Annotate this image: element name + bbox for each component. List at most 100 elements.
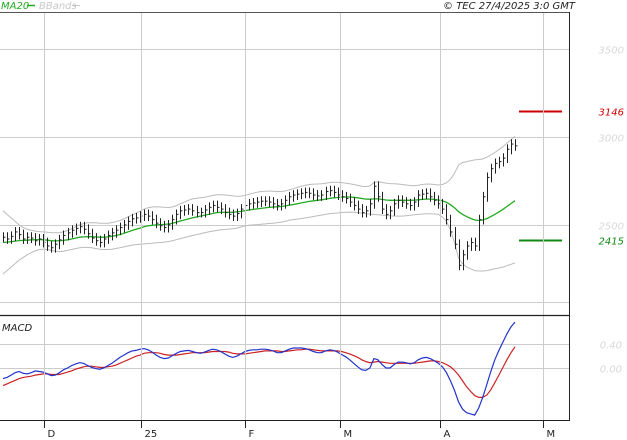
price-bar bbox=[515, 139, 518, 151]
price-bar bbox=[499, 156, 502, 169]
price-bar bbox=[503, 153, 506, 167]
price-bar bbox=[511, 139, 514, 155]
price-bar bbox=[483, 191, 486, 225]
price-bar bbox=[455, 227, 458, 250]
price-bar bbox=[80, 221, 83, 234]
price-bar bbox=[321, 190, 324, 201]
time-tick-label: 25 bbox=[145, 429, 158, 440]
price-bar bbox=[7, 232, 10, 244]
price-bar bbox=[277, 198, 280, 211]
price-bar bbox=[120, 222, 123, 236]
price-bar bbox=[108, 230, 111, 244]
price-bar bbox=[76, 223, 79, 236]
price-bar bbox=[394, 198, 397, 216]
price-bar bbox=[281, 198, 284, 211]
price-bar bbox=[450, 214, 453, 237]
price-bar bbox=[293, 190, 296, 202]
price-bar bbox=[116, 225, 119, 238]
price-bar bbox=[88, 224, 91, 239]
price-bar bbox=[402, 195, 405, 207]
copyright-timestamp: © TEC 27/4/2025 3:0 GMT bbox=[443, 1, 576, 12]
price-bar bbox=[225, 204, 228, 218]
price-bar bbox=[241, 204, 244, 219]
price-bar bbox=[366, 205, 369, 218]
price-bar bbox=[459, 239, 462, 271]
price-bar bbox=[27, 232, 30, 244]
price-bar bbox=[257, 197, 260, 208]
price-bar bbox=[192, 204, 195, 216]
price-bar bbox=[72, 225, 75, 238]
price-bar bbox=[31, 232, 34, 244]
price-bar bbox=[132, 213, 135, 227]
price-bar bbox=[273, 197, 276, 209]
price-panel-bg bbox=[0, 12, 570, 315]
price-bar bbox=[84, 221, 87, 235]
price-bar bbox=[313, 188, 316, 200]
price-bar bbox=[184, 205, 187, 216]
macd-axis-ticks: 0.40 0.00 bbox=[600, 341, 622, 376]
price-bar bbox=[362, 204, 365, 218]
price-tick-label: 3500 bbox=[599, 46, 624, 57]
macd-signal-line bbox=[2, 346, 516, 398]
price-bar bbox=[39, 234, 42, 246]
price-bar bbox=[285, 195, 288, 209]
price-bar bbox=[217, 200, 220, 213]
price-bar bbox=[237, 208, 240, 222]
bollinger-bands bbox=[2, 135, 516, 275]
time-tick-label: A bbox=[444, 429, 451, 440]
price-axis-ticks: 3500 3000 2500 bbox=[599, 46, 624, 233]
price-bar bbox=[398, 195, 401, 209]
resistance-level-label: 3146 bbox=[599, 108, 624, 119]
time-axis: D 25 F M A M bbox=[44, 12, 556, 440]
price-bar bbox=[265, 196, 268, 207]
price-grid bbox=[0, 49, 570, 303]
price-bar bbox=[346, 191, 349, 204]
price-bar bbox=[378, 181, 381, 202]
price-bar bbox=[334, 185, 337, 198]
legend-ma20: MA20 bbox=[1, 1, 29, 12]
price-bar bbox=[406, 197, 409, 209]
price-bar bbox=[487, 172, 490, 202]
price-bar bbox=[148, 209, 151, 222]
price-bar bbox=[253, 198, 256, 209]
price-bar bbox=[297, 189, 300, 200]
price-bar bbox=[160, 218, 163, 231]
price-bars bbox=[3, 139, 518, 271]
price-bar bbox=[144, 209, 147, 222]
price-bar bbox=[59, 234, 62, 250]
price-bar bbox=[463, 249, 466, 271]
time-tick-label: M bbox=[547, 429, 556, 440]
price-bar bbox=[96, 233, 99, 246]
price-bar bbox=[100, 235, 103, 248]
macd-tick-label: 0.40 bbox=[600, 341, 622, 352]
price-bar bbox=[442, 198, 445, 215]
price-bar bbox=[213, 200, 216, 213]
price-tick-label: 2500 bbox=[599, 222, 624, 233]
price-bar bbox=[446, 204, 449, 225]
price-bar bbox=[261, 196, 264, 207]
price-bar bbox=[390, 205, 393, 220]
price-bar bbox=[63, 230, 66, 245]
price-bar bbox=[495, 158, 498, 174]
time-tick-label: M bbox=[344, 429, 353, 440]
price-bar bbox=[55, 239, 58, 253]
price-bar bbox=[51, 241, 54, 253]
price-levels: 3146 2415 bbox=[519, 108, 624, 248]
price-bar bbox=[386, 204, 389, 220]
support-level-label: 2415 bbox=[599, 237, 624, 248]
price-bar bbox=[374, 181, 377, 209]
price-bar bbox=[350, 193, 353, 207]
price-bar bbox=[128, 216, 131, 230]
price-bar bbox=[467, 241, 470, 260]
price-bar bbox=[197, 205, 200, 218]
price-bar bbox=[426, 188, 429, 200]
price-bar bbox=[354, 197, 357, 211]
price-bar bbox=[23, 229, 26, 244]
price-bar bbox=[68, 227, 71, 241]
price-bar bbox=[414, 197, 417, 211]
price-bar bbox=[124, 219, 127, 233]
price-bar bbox=[305, 187, 308, 199]
price-bar bbox=[205, 205, 208, 218]
macd-lines bbox=[2, 321, 516, 416]
